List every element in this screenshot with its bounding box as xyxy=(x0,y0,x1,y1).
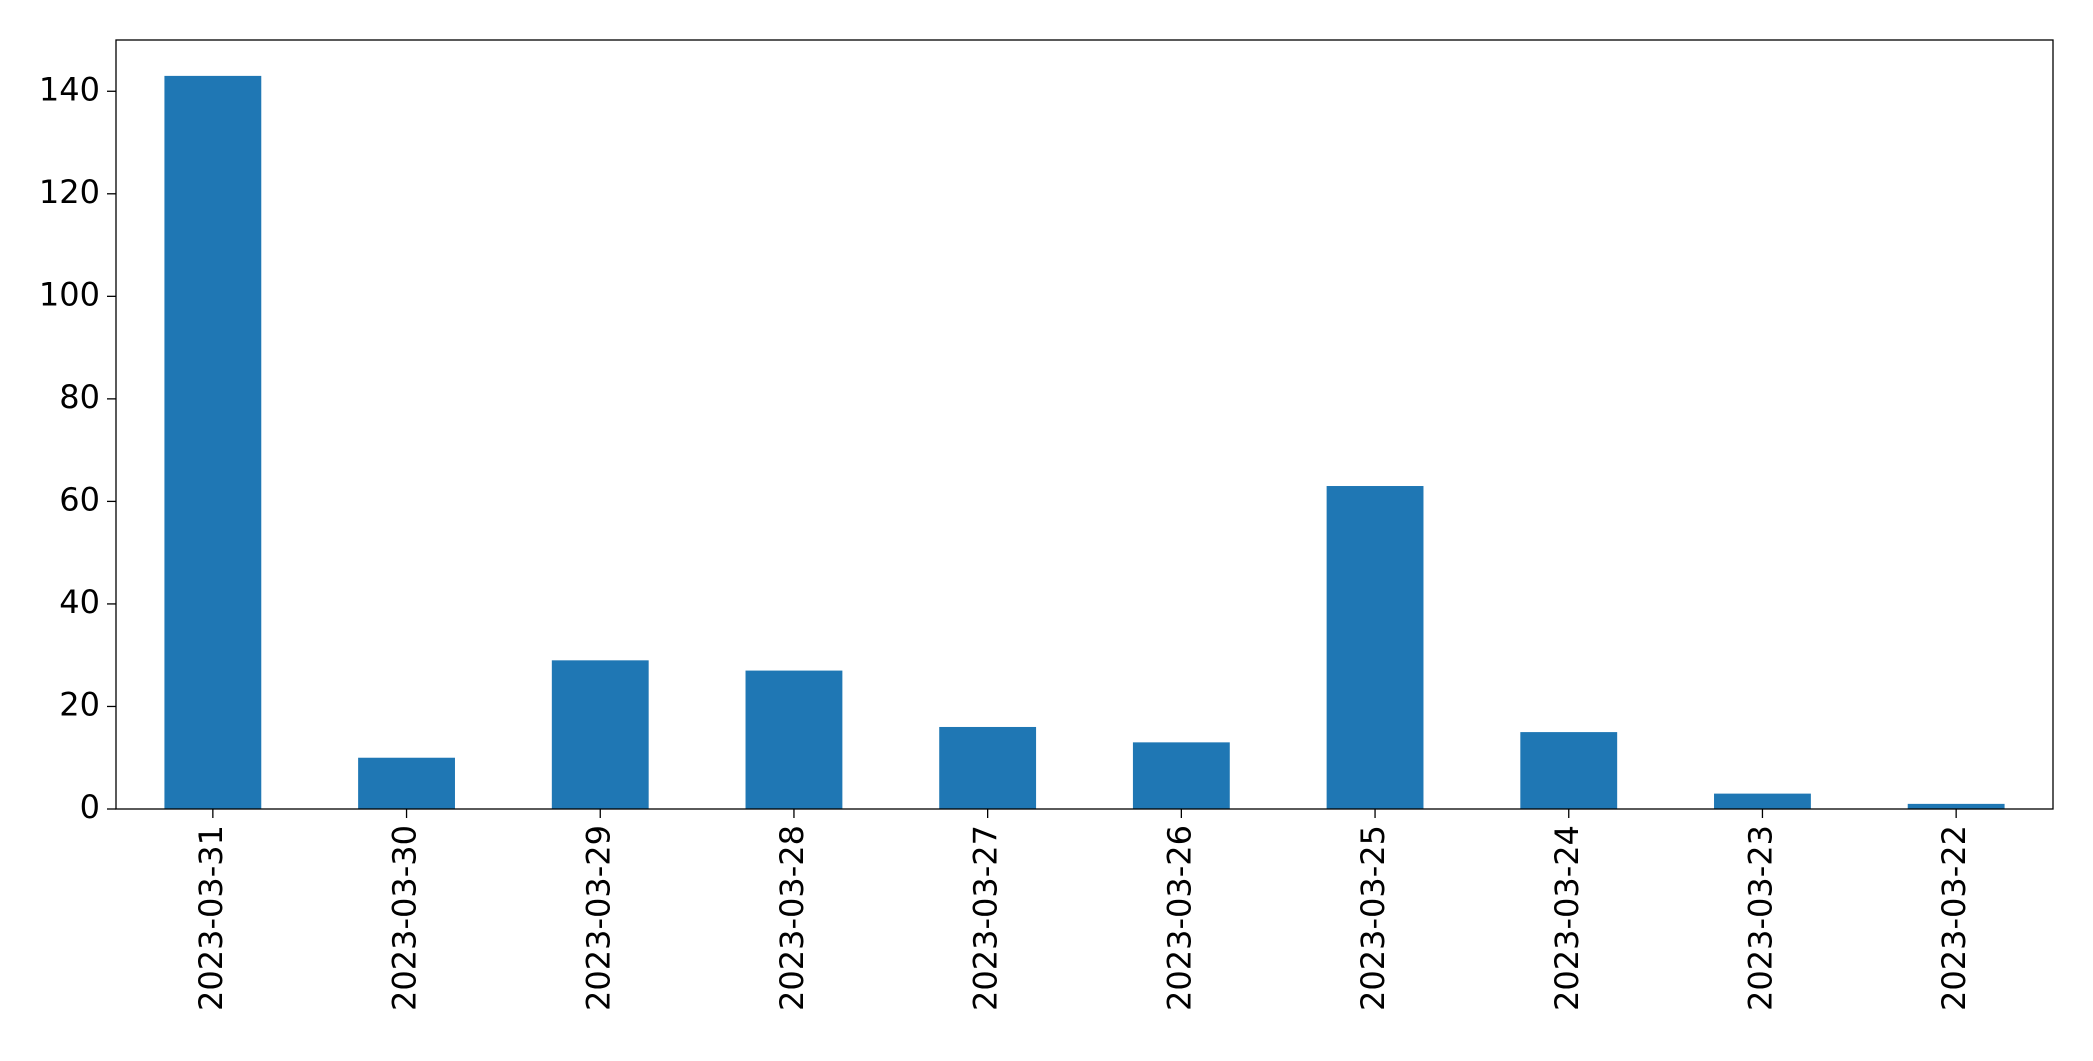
x-tick-label: 2023-03-26 xyxy=(1160,825,1198,1011)
bar xyxy=(939,726,1037,809)
bar xyxy=(1132,742,1230,809)
y-tick-label: 40 xyxy=(59,583,100,621)
plot-frame xyxy=(115,39,2054,810)
bar xyxy=(1714,793,1811,809)
x-tick-label: 2023-03-29 xyxy=(579,825,617,1011)
x-tick-label: 2023-03-27 xyxy=(967,825,1005,1011)
x-tick-label: 2023-03-25 xyxy=(1354,825,1392,1011)
x-tick-label: 2023-03-24 xyxy=(1548,825,1586,1011)
bar xyxy=(745,670,843,809)
y-tick-label: 100 xyxy=(39,275,100,313)
y-tick-label: 80 xyxy=(59,378,100,416)
bar xyxy=(164,75,262,810)
bar xyxy=(1907,803,2005,809)
x-tick-label: 2023-03-31 xyxy=(192,825,230,1011)
y-tick-label: 60 xyxy=(59,480,100,518)
x-tick-label: 2023-03-23 xyxy=(1741,825,1779,1011)
x-tick-label: 2023-03-28 xyxy=(773,825,811,1011)
bar xyxy=(1326,486,1424,809)
bar xyxy=(1520,732,1618,809)
y-tick-label: 140 xyxy=(39,70,100,108)
bar xyxy=(358,757,455,809)
y-tick-label: 20 xyxy=(59,685,100,723)
bar xyxy=(551,660,649,809)
y-tick-label: 120 xyxy=(39,173,100,211)
x-tick-label: 2023-03-22 xyxy=(1935,825,1973,1011)
x-tick-label: 2023-03-30 xyxy=(386,825,424,1011)
y-tick-label: 0 xyxy=(80,788,100,826)
